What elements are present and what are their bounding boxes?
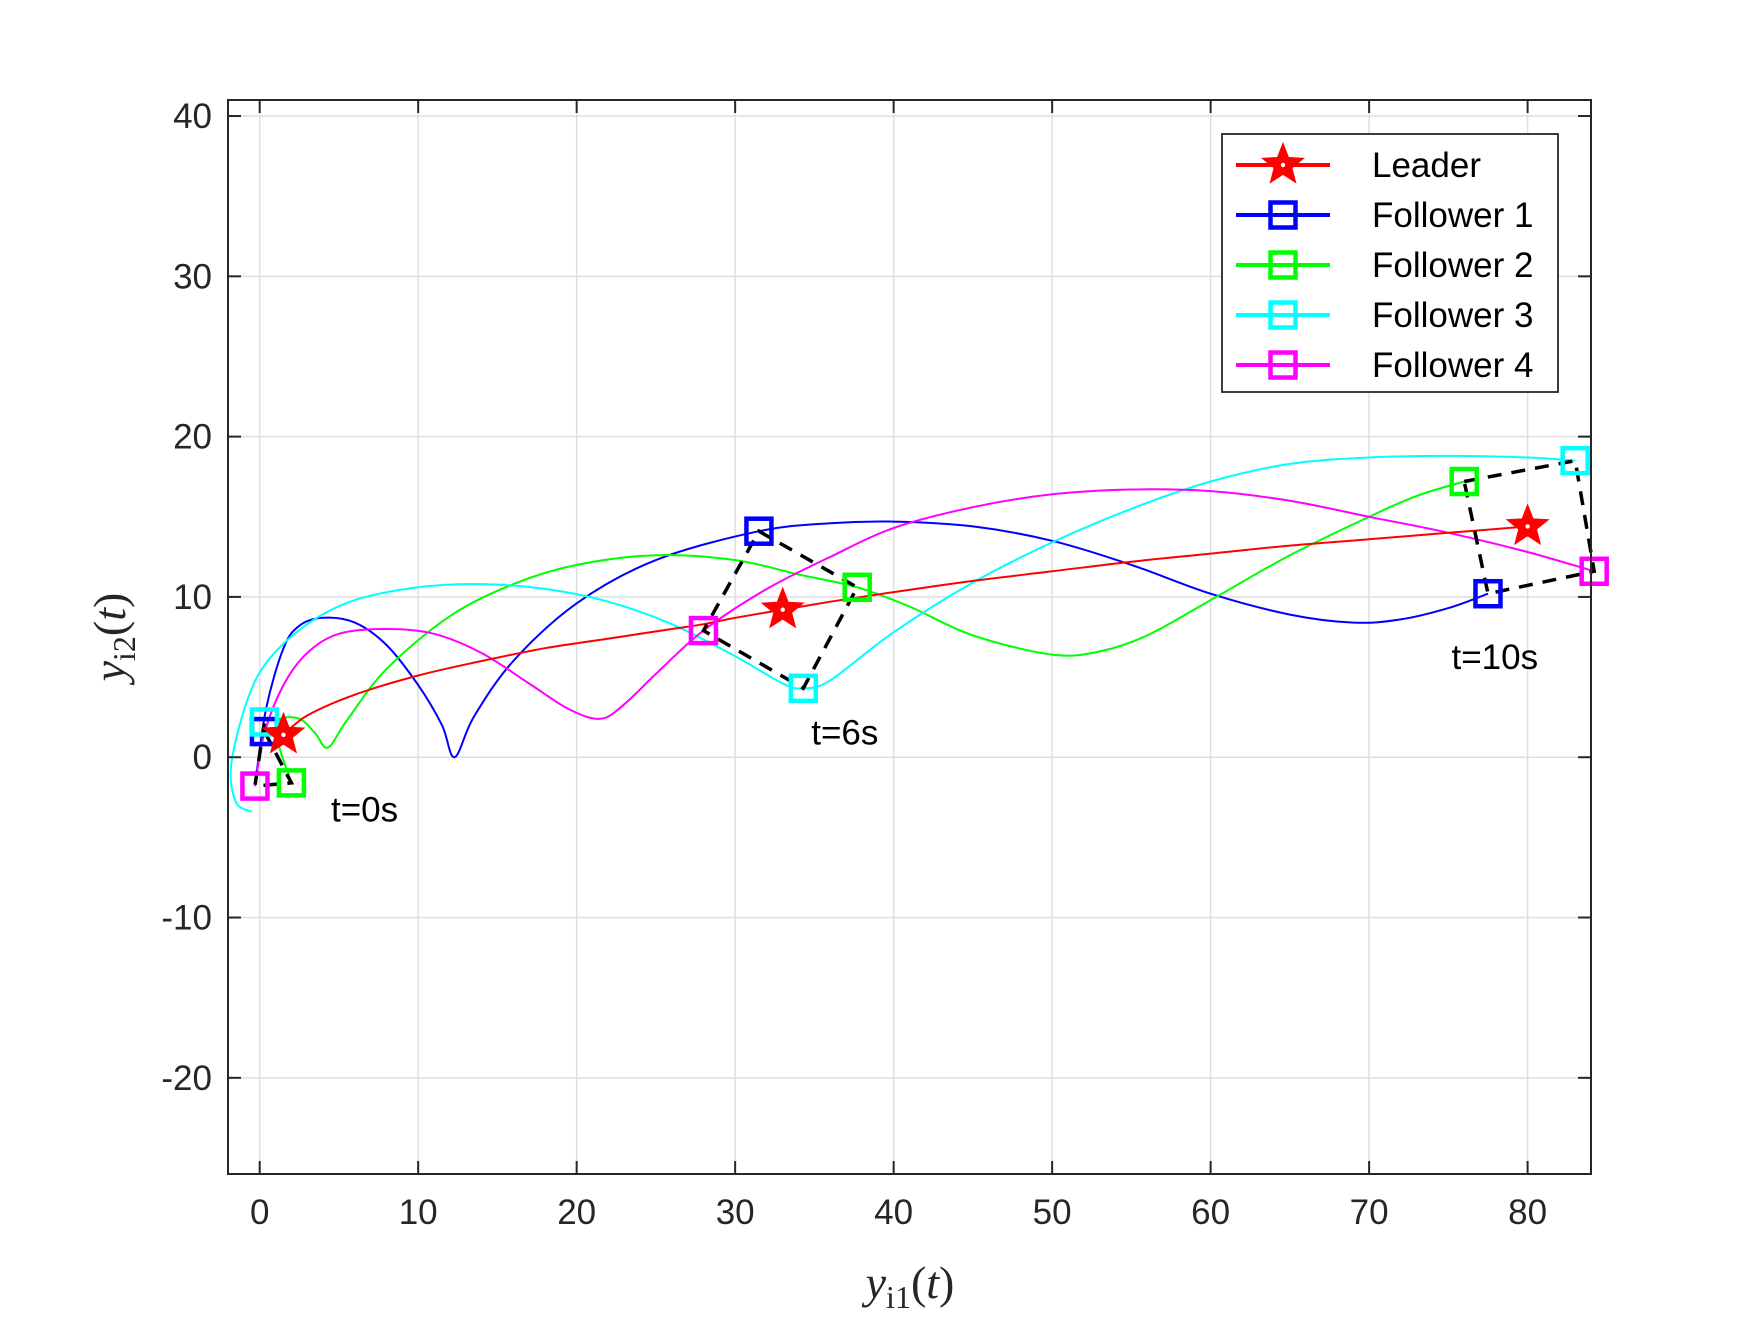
leader-marker-center xyxy=(1525,524,1530,529)
follower-4-marker xyxy=(1579,556,1609,587)
x-axis-label: yi1(t) xyxy=(862,1257,955,1313)
formation-outlines xyxy=(252,458,1597,789)
follower-2-trajectory xyxy=(275,480,1465,784)
legend: Leader Follower 1 Follower 2 Follower 3 Foll… xyxy=(1221,133,1559,393)
y-tick-label: -20 xyxy=(161,1059,212,1098)
follower-1-marker xyxy=(744,516,774,546)
y-tick-label: 40 xyxy=(173,97,212,136)
follower-4-marker xyxy=(688,615,719,646)
formation-outline-3 xyxy=(1462,458,1597,596)
y-tick-label: 30 xyxy=(173,257,212,296)
follower-3-marker xyxy=(249,707,280,737)
legend-label-leader: Leader xyxy=(1372,146,1481,185)
legend-marker-follower-4 xyxy=(1268,350,1298,380)
y-tick-label: -10 xyxy=(161,899,212,938)
legend-marker-leader-center xyxy=(1280,162,1286,168)
follower-3-trajectory xyxy=(229,454,1576,813)
follower-2-marker xyxy=(1449,466,1479,497)
follower-1-trajectory xyxy=(253,520,1489,787)
x-tick-label: 0 xyxy=(250,1193,269,1232)
follower-2-marker xyxy=(276,768,307,798)
tick-labels: 0 10 20 30 40 50 60 70 80 -20 -10 0 10 20 30 40 xyxy=(161,97,1547,1232)
time-annotations: t=0s t=6s t=10s xyxy=(331,638,1538,829)
legend-label-follower-4: Follower 4 xyxy=(1372,346,1533,385)
follower-3-marker xyxy=(1560,445,1590,476)
x-tick-label: 10 xyxy=(399,1193,438,1232)
formation-label-3: t=10s xyxy=(1452,638,1539,677)
x-tick-label: 60 xyxy=(1191,1193,1230,1232)
follower-3-marker xyxy=(788,673,819,704)
x-tick-label: 70 xyxy=(1350,1193,1389,1232)
legend-marker-follower-3 xyxy=(1268,300,1298,330)
formation-outline-2 xyxy=(701,528,860,691)
formation-label-2: t=6s xyxy=(811,713,878,752)
legend-label-follower-2: Follower 2 xyxy=(1372,246,1533,285)
legend-marker-follower-2 xyxy=(1268,250,1298,280)
legend-marker-follower-1 xyxy=(1268,200,1298,230)
legend-label-follower-1: Follower 1 xyxy=(1372,196,1533,235)
formation-label-1: t=0s xyxy=(331,790,398,829)
x-tick-label: 30 xyxy=(716,1193,755,1232)
follower-2-marker xyxy=(842,572,872,603)
follower-1-marker xyxy=(1473,578,1503,609)
leader-marker-center xyxy=(780,607,785,612)
axis-ticks xyxy=(228,100,1591,1174)
x-tick-label: 50 xyxy=(1033,1193,1072,1232)
y-tick-label: 20 xyxy=(173,418,212,457)
plot-box xyxy=(227,99,1592,1175)
x-tick-label: 80 xyxy=(1508,1193,1547,1232)
follower-4-marker xyxy=(240,771,270,801)
leader-marker-center xyxy=(281,732,286,737)
y-tick-label: 10 xyxy=(173,578,212,617)
x-tick-label: 40 xyxy=(874,1193,913,1232)
x-tick-label: 20 xyxy=(557,1193,596,1232)
legend-label-follower-3: Follower 3 xyxy=(1372,296,1533,335)
y-axis-label: yi2(t) xyxy=(84,593,142,686)
y-tick-label: 0 xyxy=(193,738,212,777)
series-markers xyxy=(240,445,1609,801)
formation-outline-1 xyxy=(252,721,295,789)
